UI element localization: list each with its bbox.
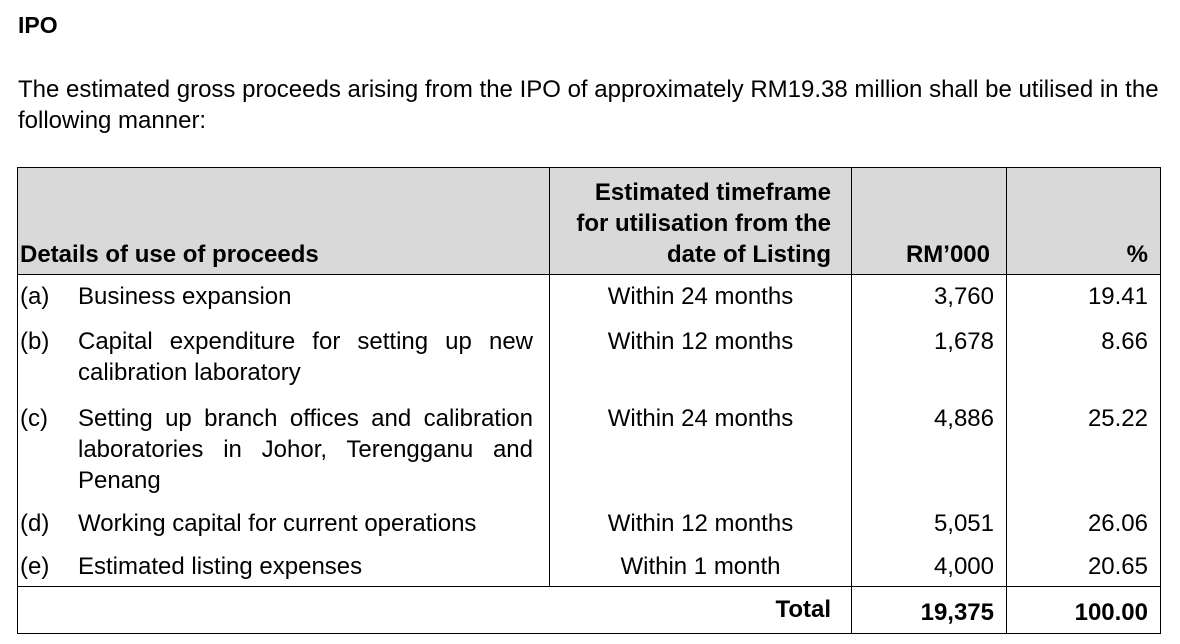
item-label: (c) <box>20 404 48 432</box>
item-label: (b) <box>20 327 50 355</box>
detail-cell: (e) Estimated listing expenses <box>17 544 550 586</box>
item-text: Setting up branch offices and calibratio… <box>78 404 533 494</box>
data-row: (c) Setting up branch offices and calibra… <box>17 396 1161 502</box>
item-text: Working capital for current operations <box>78 509 477 537</box>
rm-amount: 4,886 <box>851 396 1007 502</box>
detail: (d) Working capital for current operation… <box>20 508 533 539</box>
detail-cell: (a) Business expansion <box>17 274 550 320</box>
total-row: Total 19,375 100.00 <box>17 585 1161 634</box>
percentage: 19.41 <box>1006 274 1161 320</box>
header-cell: Estimated timeframe for utilisation from… <box>549 167 852 275</box>
header-row: Details of use of proceeds Estimated tim… <box>17 167 1161 275</box>
detail-cell: (d) Working capital for current operation… <box>17 501 550 545</box>
timeframe: Within 12 months <box>549 501 852 545</box>
header-cell: RM’000 <box>851 167 1007 275</box>
proceeds-table: Details of use of proceeds Estimated tim… <box>17 167 1161 634</box>
detail-cell: (c) Setting up branch offices and calibra… <box>17 396 550 502</box>
item-text: Estimated listing expenses <box>78 552 363 580</box>
intro: The estimated gross proceeds arising fro… <box>18 76 1159 134</box>
item-label: (e) <box>20 552 50 580</box>
total-pct: 100.00 <box>1006 585 1161 634</box>
item-label: (a) <box>20 283 50 310</box>
heading: IPO <box>18 12 58 38</box>
total-label: Total <box>17 585 852 634</box>
data-row: (d) Working capital for current operation… <box>17 501 1161 545</box>
item-text: Capital expenditure for setting up new c… <box>78 327 533 386</box>
total-rm: 19,375 <box>851 585 1007 634</box>
data-row: (a) Business expansion Within 24 months 3,7… <box>17 274 1161 320</box>
rm-amount: 4,000 <box>851 544 1007 586</box>
timeframe: Within 24 months <box>549 274 852 320</box>
timeframe: Within 1 month <box>549 544 852 586</box>
data-row: (e) Estimated listing expenses Within 1 mo… <box>17 544 1161 586</box>
item-label: (d) <box>20 509 50 537</box>
detail: (e) Estimated listing expenses <box>20 551 533 582</box>
detail: (c) Setting up branch offices and calibra… <box>20 403 533 496</box>
percentage: 25.22 <box>1006 396 1161 502</box>
header-cell: % <box>1006 167 1161 275</box>
detail: (a) Business expansion <box>20 281 533 312</box>
rm-amount: 3,760 <box>851 274 1007 320</box>
percentage: 20.65 <box>1006 544 1161 586</box>
rm-amount: 5,051 <box>851 501 1007 545</box>
percentage: 26.06 <box>1006 501 1161 545</box>
data-row: (b) Capital expenditure for setting up ne… <box>17 319 1161 397</box>
item-text: Business expansion <box>78 283 292 310</box>
timeframe: Within 24 months <box>549 396 852 502</box>
header-cell: Details of use of proceeds <box>17 167 550 275</box>
rm-amount: 1,678 <box>851 319 1007 397</box>
detail-cell: (b) Capital expenditure for setting up ne… <box>17 319 550 397</box>
percentage: 8.66 <box>1006 319 1161 397</box>
timeframe: Within 12 months <box>549 319 852 397</box>
detail: (b) Capital expenditure for setting up ne… <box>20 326 533 388</box>
